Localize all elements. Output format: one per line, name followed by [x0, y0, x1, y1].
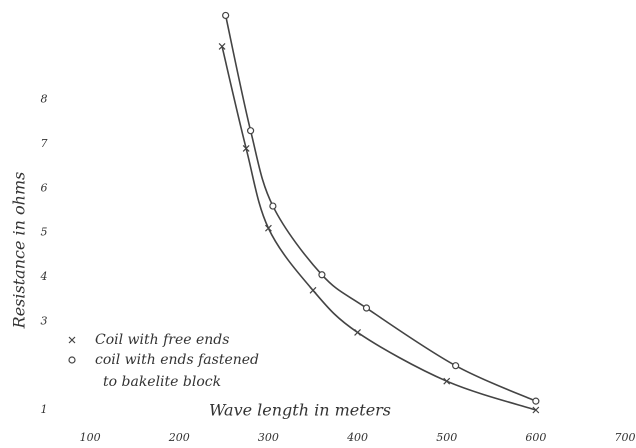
point: [242, 145, 250, 152]
y-tick-label: 8: [41, 93, 48, 106]
point: [362, 304, 371, 312]
x-tick-label: 300: [258, 431, 279, 444]
x-tick-label: 100: [80, 431, 101, 444]
legend-marker: [68, 336, 76, 344]
legend-label: Coil with free ends: [95, 332, 229, 348]
point: [532, 406, 540, 414]
y-tick-label: 3: [41, 314, 48, 327]
x-tick-label: 400: [346, 431, 368, 444]
x-tick-label: 600: [525, 431, 546, 444]
y-tick-label: 6: [41, 181, 48, 194]
y-tick-label: 7: [41, 137, 48, 150]
x-tick-label: 500: [436, 431, 457, 444]
point: [222, 11, 230, 20]
point: [452, 362, 460, 370]
y-tick-label: 4: [40, 270, 48, 283]
legend-label: coil with ends fastened to bakelite block: [95, 352, 259, 390]
point: [532, 397, 540, 405]
y-tick-label: 1: [41, 403, 48, 416]
x-tick-label: 700: [615, 431, 636, 444]
point: [318, 271, 326, 279]
point: [218, 43, 226, 50]
legend: Coil with free ends coil with ends fasten…: [68, 332, 259, 390]
x-axis-title: Wave length in meters: [209, 401, 391, 420]
legend-label-line: to bakelite block: [103, 374, 221, 390]
x-tick-label: 200: [168, 431, 190, 444]
point: [309, 286, 317, 294]
point: [265, 224, 272, 232]
point: [247, 127, 255, 135]
point: [269, 202, 277, 210]
point: [443, 377, 451, 385]
legend-label-line: coil with ends fastened: [95, 352, 259, 368]
legend-marker: [68, 356, 76, 364]
y-axis-title: Resistance in ohms: [10, 172, 29, 330]
y-tick-label: 5: [41, 226, 48, 239]
point: [354, 328, 361, 336]
